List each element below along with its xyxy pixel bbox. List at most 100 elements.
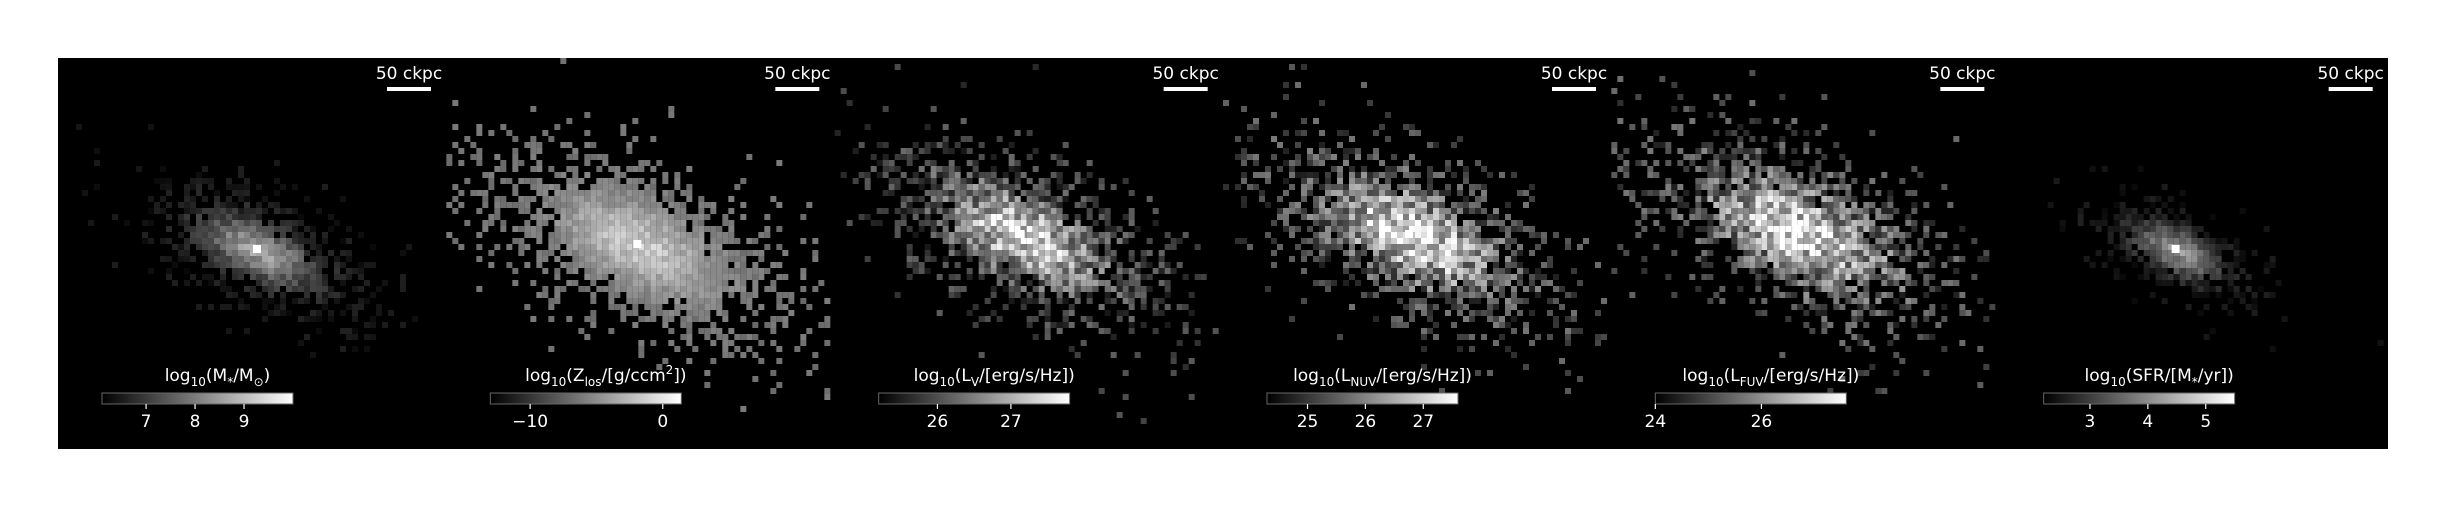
image-pixel bbox=[262, 232, 268, 238]
image-pixel bbox=[1343, 190, 1349, 196]
image-pixel bbox=[1725, 154, 1732, 160]
image-pixel bbox=[560, 286, 567, 292]
image-pixel bbox=[1008, 214, 1015, 220]
image-pixel bbox=[1074, 244, 1081, 250]
image-pixel bbox=[1397, 166, 1403, 172]
image-pixel bbox=[1803, 310, 1810, 316]
image-pixel bbox=[954, 274, 961, 280]
image-pixel bbox=[1044, 280, 1051, 286]
image-pixel bbox=[978, 316, 985, 322]
image-pixel bbox=[1695, 256, 1702, 262]
image-pixel bbox=[1457, 208, 1463, 214]
image-pixel bbox=[2125, 220, 2132, 226]
image-pixel bbox=[2149, 292, 2156, 298]
image-pixel bbox=[1779, 142, 1786, 148]
image-pixel bbox=[2179, 256, 2186, 262]
image-pixel bbox=[1635, 94, 1642, 100]
image-pixel bbox=[978, 142, 985, 148]
image-pixel bbox=[1014, 178, 1021, 184]
image-pixel bbox=[238, 214, 244, 220]
image-pixel bbox=[2161, 202, 2168, 208]
image-pixel bbox=[626, 202, 633, 208]
image-pixel bbox=[566, 208, 573, 214]
image-pixel bbox=[942, 136, 949, 142]
image-pixel bbox=[232, 292, 238, 298]
image-pixel bbox=[2179, 238, 2186, 244]
image-pixel bbox=[728, 292, 735, 298]
image-pixel bbox=[1553, 274, 1559, 280]
image-pixel bbox=[2149, 202, 2156, 208]
image-pixel bbox=[1283, 178, 1289, 184]
image-pixel bbox=[942, 190, 949, 196]
image-pixel bbox=[1773, 232, 1780, 238]
image-pixel bbox=[626, 232, 633, 238]
image-pixel bbox=[572, 244, 579, 250]
image-pixel bbox=[536, 250, 543, 256]
image-pixel bbox=[1002, 196, 1009, 202]
image-pixel bbox=[1731, 208, 1738, 214]
image-pixel bbox=[2167, 208, 2174, 214]
image-pixel bbox=[2173, 268, 2180, 274]
image-pixel bbox=[548, 166, 555, 172]
image-pixel bbox=[1821, 316, 1828, 322]
image-pixel bbox=[674, 286, 681, 292]
image-pixel bbox=[1851, 262, 1858, 268]
image-pixel bbox=[1785, 238, 1792, 244]
image-pixel bbox=[370, 262, 376, 268]
image-pixel bbox=[1779, 202, 1786, 208]
image-pixel bbox=[972, 190, 979, 196]
image-pixel bbox=[1845, 262, 1852, 268]
image-pixel bbox=[1361, 226, 1367, 232]
image-pixel bbox=[244, 262, 250, 268]
image-pixel bbox=[1475, 286, 1481, 292]
image-pixel bbox=[1541, 238, 1547, 244]
image-pixel bbox=[1671, 214, 1678, 220]
image-pixel bbox=[310, 244, 316, 250]
image-pixel bbox=[2101, 262, 2108, 268]
image-pixel bbox=[972, 184, 979, 190]
image-pixel bbox=[1385, 244, 1391, 250]
image-pixel bbox=[1641, 268, 1648, 274]
image-pixel bbox=[2221, 238, 2228, 244]
image-pixel bbox=[1893, 250, 1900, 256]
image-pixel bbox=[1905, 280, 1912, 286]
image-pixel bbox=[912, 214, 919, 220]
image-pixel bbox=[1941, 232, 1948, 238]
image-pixel bbox=[668, 238, 675, 244]
image-pixel bbox=[196, 220, 202, 226]
image-pixel bbox=[948, 184, 955, 190]
image-pixel bbox=[1301, 178, 1307, 184]
image-pixel bbox=[1845, 256, 1852, 262]
image-pixel bbox=[942, 166, 949, 172]
image-pixel bbox=[1361, 202, 1367, 208]
image-pixel bbox=[644, 292, 651, 298]
image-pixel bbox=[2245, 274, 2252, 280]
image-pixel bbox=[734, 268, 741, 274]
image-pixel bbox=[1403, 286, 1409, 292]
image-pixel bbox=[770, 388, 777, 394]
image-pixel bbox=[882, 142, 889, 148]
colorbar-label: log10(Zlos/[g/ccm2]) bbox=[525, 363, 686, 389]
image-pixel bbox=[542, 268, 549, 274]
image-pixel bbox=[310, 268, 316, 274]
image-pixel bbox=[656, 256, 663, 262]
image-pixel bbox=[1128, 190, 1135, 196]
image-pixel bbox=[1595, 334, 1601, 340]
image-pixel bbox=[1601, 298, 1607, 304]
image-pixel bbox=[542, 190, 549, 196]
image-pixel bbox=[1439, 286, 1445, 292]
image-pixel bbox=[1343, 220, 1349, 226]
image-pixel bbox=[2155, 196, 2162, 202]
scale-label: 50 ckpc bbox=[1541, 64, 1607, 84]
image-pixel bbox=[220, 202, 226, 208]
image-pixel bbox=[1647, 148, 1654, 154]
image-pixel bbox=[250, 292, 256, 298]
image-pixel bbox=[1707, 160, 1714, 166]
image-pixel bbox=[1833, 142, 1840, 148]
image-pixel bbox=[1463, 244, 1469, 250]
image-pixel bbox=[650, 190, 657, 196]
image-pixel bbox=[2197, 244, 2204, 250]
image-pixel bbox=[626, 268, 633, 274]
image-pixel bbox=[1779, 238, 1786, 244]
image-pixel bbox=[1773, 142, 1780, 148]
